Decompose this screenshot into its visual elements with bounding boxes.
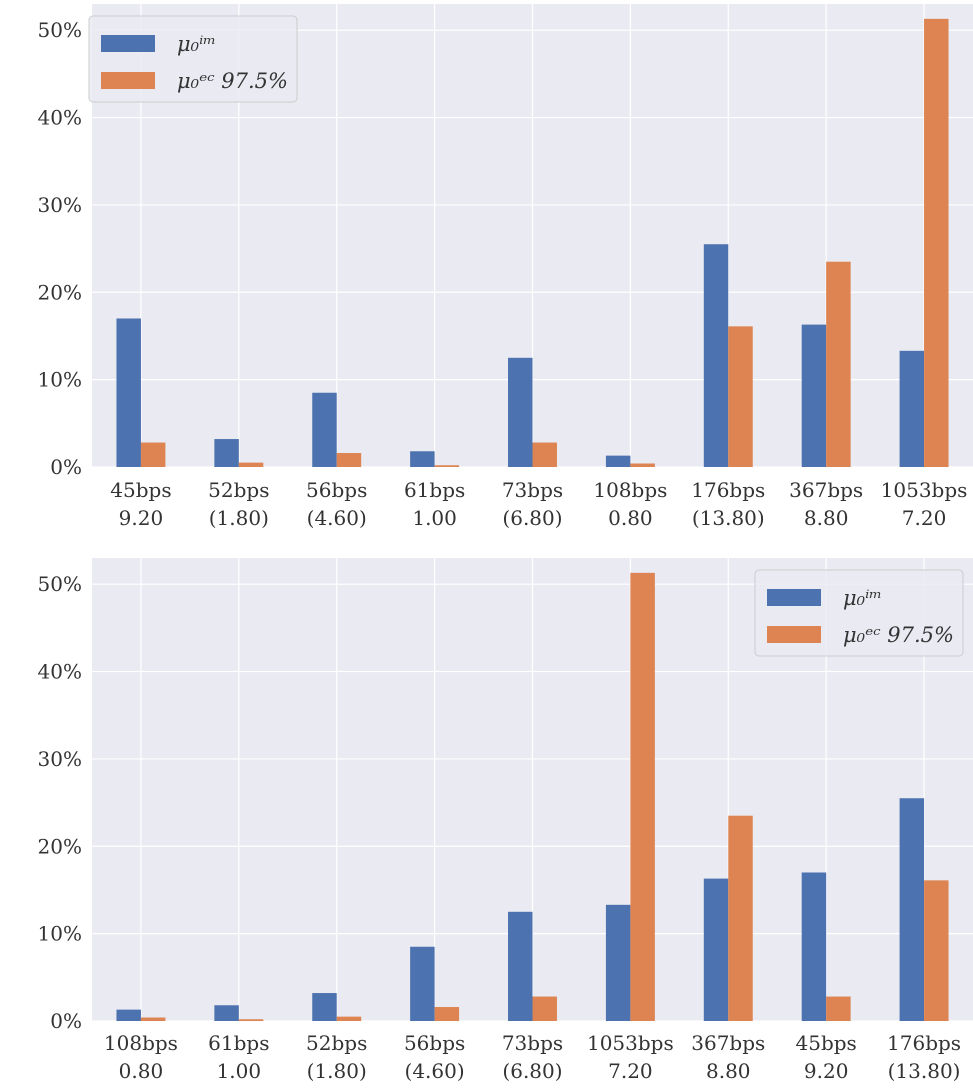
- bar-ec: [140, 1017, 166, 1021]
- x-tick-sublabel: 0.80: [608, 506, 653, 530]
- y-tick-label: 50%: [38, 572, 82, 596]
- x-tick-label: 1053bps: [587, 1031, 674, 1055]
- bar-ec: [826, 261, 851, 467]
- legend-label-ec: μ₀ᵉᶜ 97.5%: [843, 623, 954, 647]
- legend-swatch-ec: [767, 626, 821, 643]
- bar-im: [899, 350, 925, 467]
- x-tick-label: 52bps: [208, 478, 269, 502]
- x-tick-label: 45bps: [796, 1031, 857, 1055]
- bar-im: [410, 451, 435, 467]
- x-tick-sublabel: 0.80: [119, 1059, 164, 1083]
- x-tick-label: 61bps: [208, 1031, 269, 1055]
- x-tick-label: 1053bps: [881, 478, 968, 502]
- y-tick-label: 40%: [38, 106, 82, 130]
- x-tick-label: 45bps: [110, 478, 171, 502]
- y-tick-label: 40%: [38, 660, 82, 684]
- x-tick-sublabel: 9.20: [119, 506, 164, 530]
- bar-im: [703, 244, 729, 467]
- legend-swatch-ec: [101, 72, 155, 89]
- x-tick-label: 56bps: [306, 478, 367, 502]
- bar-im: [312, 993, 337, 1021]
- legend-label-im: μ₀ⁱᵐ: [843, 586, 882, 610]
- y-tick-label: 10%: [38, 922, 82, 946]
- x-tick-label: 176bps: [691, 478, 765, 502]
- x-tick-sublabel: (13.80): [888, 1059, 961, 1083]
- bar-ec: [238, 1019, 264, 1021]
- y-tick-label: 20%: [38, 834, 82, 858]
- y-tick-label: 0%: [50, 455, 82, 479]
- bar-ec: [826, 996, 851, 1021]
- x-tick-sublabel: (4.60): [307, 506, 367, 530]
- x-tick-label: 61bps: [404, 478, 465, 502]
- x-tick-sublabel: (1.80): [307, 1059, 367, 1083]
- bar-im: [899, 798, 925, 1021]
- legend-swatch-im: [767, 589, 821, 606]
- x-tick-label: 367bps: [691, 1031, 765, 1055]
- y-tick-label: 50%: [38, 18, 82, 42]
- y-tick-label: 10%: [38, 368, 82, 392]
- bar-im: [116, 318, 141, 467]
- y-tick-label: 30%: [38, 747, 82, 771]
- x-tick-sublabel: 9.20: [804, 1059, 849, 1083]
- x-tick-sublabel: (6.80): [502, 1059, 562, 1083]
- x-tick-sublabel: 7.20: [608, 1059, 653, 1083]
- bar-ec: [924, 18, 949, 467]
- bar-im: [508, 357, 533, 467]
- x-tick-sublabel: 1.00: [412, 506, 457, 530]
- y-tick-label: 30%: [38, 193, 82, 217]
- x-tick-label: 367bps: [789, 478, 863, 502]
- bar-im: [214, 439, 239, 467]
- bar-ec: [532, 442, 557, 467]
- bar-im: [410, 946, 435, 1021]
- legend-label-im: μ₀ⁱᵐ: [177, 32, 216, 56]
- bar-ec: [140, 442, 166, 467]
- x-tick-sublabel: (13.80): [692, 506, 765, 530]
- bar-ec: [630, 463, 655, 467]
- x-tick-label: 108bps: [104, 1031, 178, 1055]
- bottom-chart: 0% 10% 20% 30% 40% 50% 108bps 0.80 61bps 1.00 52bp…: [38, 558, 973, 1083]
- x-tick-sublabel: 7.20: [902, 506, 947, 530]
- x-tick-label: 176bps: [887, 1031, 961, 1055]
- x-tick-label: 108bps: [593, 478, 667, 502]
- bar-ec: [434, 1007, 460, 1021]
- legend-swatch-im: [101, 35, 155, 52]
- bar-ec: [336, 1016, 362, 1021]
- bar-im: [703, 878, 729, 1021]
- bar-ec: [532, 996, 557, 1021]
- x-tick-label: 52bps: [306, 1031, 367, 1055]
- x-tick-label: 56bps: [404, 1031, 465, 1055]
- bar-ec: [924, 880, 949, 1021]
- bar-ec: [434, 465, 460, 467]
- y-tick-label: 20%: [38, 280, 82, 304]
- bar-ec: [728, 815, 753, 1021]
- x-tick-sublabel: 8.80: [706, 1059, 751, 1083]
- legend: μ₀ⁱᵐ μ₀ᵉᶜ 97.5%: [88, 15, 298, 103]
- x-tick-sublabel: (1.80): [209, 506, 269, 530]
- x-tick-label: 73bps: [502, 1031, 563, 1055]
- bar-im: [312, 392, 337, 467]
- bar-im: [605, 904, 631, 1021]
- y-tick-label: 0%: [50, 1009, 82, 1033]
- top-chart: 0% 10% 20% 30% 40% 50% 45bps 9.20 52bps (1.80) 56b…: [38, 4, 973, 530]
- x-tick-sublabel: (6.80): [502, 506, 562, 530]
- x-tick-sublabel: 1.00: [217, 1059, 262, 1083]
- bar-im: [508, 911, 533, 1021]
- x-tick-label: 73bps: [502, 478, 563, 502]
- bar-ec: [728, 326, 753, 467]
- bar-ec: [336, 453, 362, 467]
- bar-im: [214, 1005, 239, 1021]
- bar-im: [801, 324, 827, 467]
- bar-ec: [238, 462, 264, 467]
- x-tick-sublabel: (4.60): [405, 1059, 465, 1083]
- bar-im: [801, 872, 827, 1021]
- legend: μ₀ⁱᵐ μ₀ᵉᶜ 97.5%: [754, 569, 964, 657]
- bar-im: [605, 455, 631, 467]
- x-tick-sublabel: 8.80: [804, 506, 849, 530]
- bar-im: [116, 1009, 141, 1021]
- legend-label-ec: μ₀ᵉᶜ 97.5%: [177, 69, 288, 93]
- bar-ec: [630, 572, 655, 1021]
